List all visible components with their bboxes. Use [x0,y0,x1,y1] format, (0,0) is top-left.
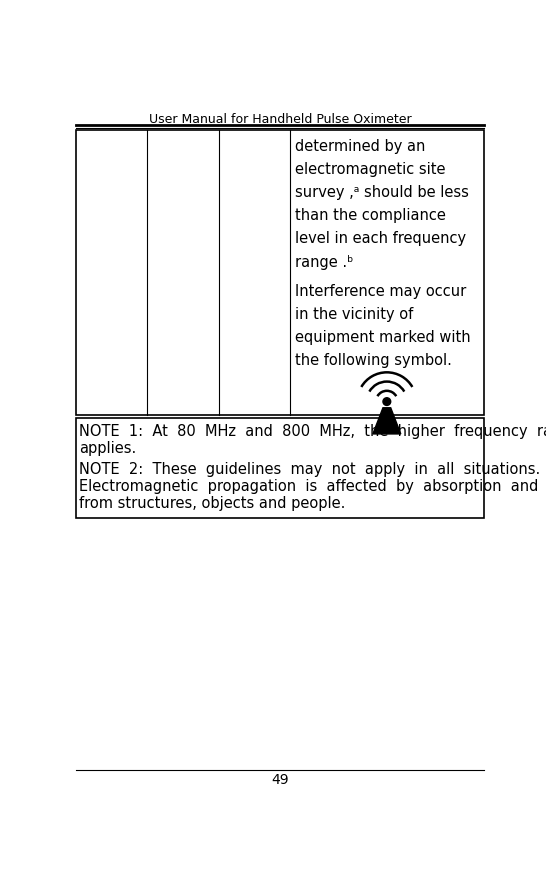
Text: electromagnetic site: electromagnetic site [295,162,445,177]
Bar [76,418,484,518]
Text: than the compliance: than the compliance [295,208,446,223]
Text: the following symbol.: the following symbol. [295,353,452,368]
Text: Interference may occur: Interference may occur [295,284,466,299]
Text: from structures, objects and people.: from structures, objects and people. [79,496,346,511]
Text: determined by an: determined by an [295,139,425,154]
Polygon shape [373,408,401,434]
Text: NOTE  2:  These  guidelines  may  not  apply  in  all  situations.: NOTE 2: These guidelines may not apply i… [79,462,541,477]
Text: NOTE  1:  At  80  MHz  and  800  MHz,  the  higher  frequency  range: NOTE 1: At 80 MHz and 800 MHz, the highe… [79,424,546,439]
Circle shape [383,397,391,405]
Bar [76,130,484,414]
Text: equipment marked with: equipment marked with [295,330,470,345]
Text: applies.: applies. [79,441,136,456]
Text: survey ,ᵃ should be less: survey ,ᵃ should be less [295,185,468,200]
Text: range .ᵇ: range .ᵇ [295,254,353,269]
Text: 49: 49 [271,773,289,787]
Text: in the vicinity of: in the vicinity of [295,307,413,322]
Text: level in each frequency: level in each frequency [295,231,466,246]
Text: Electromagnetic  propagation  is  affected  by  absorption  and  reflection: Electromagnetic propagation is affected … [79,479,546,494]
Text: User Manual for Handheld Pulse Oximeter: User Manual for Handheld Pulse Oximeter [149,113,411,126]
